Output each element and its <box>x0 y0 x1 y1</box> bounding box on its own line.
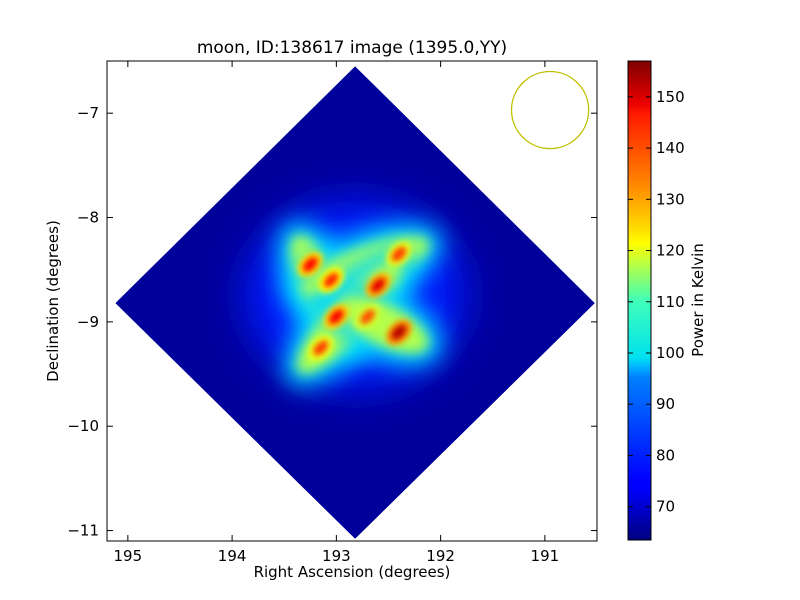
colorbar: 70 80 90 100 110 120 130 140 150 Power in Kelvin <box>627 60 707 541</box>
colorbar-tick-label: 70 <box>656 498 675 516</box>
colorbar-gradient <box>627 60 652 541</box>
hotspot <box>360 309 375 324</box>
beam-circle <box>510 70 590 150</box>
y-tick-label: −9 <box>77 313 99 331</box>
hotspot <box>323 272 339 288</box>
x-tick-label: 193 <box>322 547 351 565</box>
colorbar-tick-label: 150 <box>656 88 685 106</box>
colorbar-tick-label: 100 <box>656 344 685 362</box>
x-tick-label: 194 <box>218 547 247 565</box>
y-axis: −7 −8 −9 −10 −11 <box>67 104 597 540</box>
x-tick-label: 195 <box>114 547 143 565</box>
heatmap-image <box>115 66 595 539</box>
x-tick-label: 192 <box>426 547 455 565</box>
y-tick-label: −10 <box>67 417 99 435</box>
colorbar-tick-label: 130 <box>656 190 685 208</box>
colorbar-tick-label: 120 <box>656 242 685 260</box>
colorbar-tick-label: 140 <box>656 139 685 157</box>
colorbar-label: Power in Kelvin <box>689 243 707 357</box>
hotspot <box>391 325 407 340</box>
hotspot <box>313 340 329 356</box>
y-tick-label: −7 <box>77 104 99 122</box>
colorbar-tick-label: 90 <box>656 395 675 413</box>
y-tick-label: −11 <box>67 522 99 540</box>
y-axis-label: Declination (degrees) <box>44 220 62 382</box>
colorbar-tick-label: 80 <box>656 446 675 464</box>
hotspot <box>391 246 407 262</box>
hotspot <box>303 257 318 272</box>
chart-title: moon, ID:138617 image (1395.0,YY) <box>197 38 507 58</box>
colorbar-ticks: 70 80 90 100 110 120 130 140 150 <box>628 88 685 516</box>
x-tick-label: 191 <box>531 547 560 565</box>
x-axis-label: Right Ascension (degrees) <box>254 563 451 581</box>
y-tick-label: −8 <box>77 209 99 227</box>
colorbar-tick-label: 110 <box>656 293 685 311</box>
heat-layers <box>245 200 466 391</box>
hotspot <box>329 309 344 324</box>
plot-frame <box>106 60 598 542</box>
x-axis: 195 194 193 192 191 <box>114 61 560 565</box>
hotspot <box>370 278 386 293</box>
